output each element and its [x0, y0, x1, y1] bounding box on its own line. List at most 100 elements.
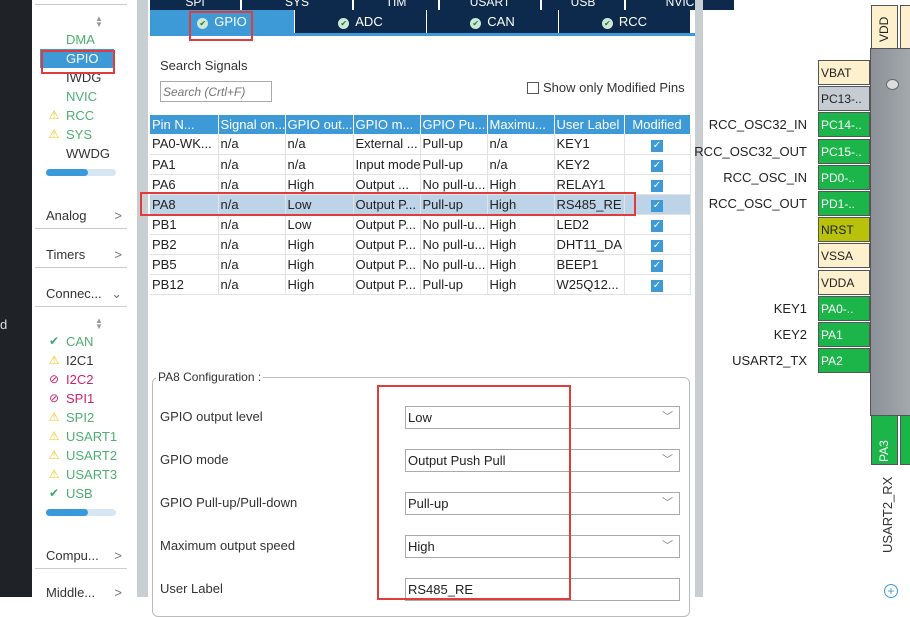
- sidebar-item-sys[interactable]: ⚠ SYS: [49, 125, 92, 144]
- sidebar-item-i2c2[interactable]: ⊘ I2C2: [49, 370, 94, 389]
- config-select[interactable]: High ﹀: [405, 535, 680, 558]
- sort-arrows-icon[interactable]: ▲ ▼: [95, 316, 103, 331]
- table-row[interactable]: PA1 n/a n/a Input mode Pull-up n/a KEY2 ✓: [150, 154, 691, 175]
- checkbox-checked-icon[interactable]: ✓: [651, 139, 663, 152]
- tab-usb[interactable]: USB: [542, 0, 626, 10]
- zoom-in-icon[interactable]: +: [884, 584, 898, 598]
- sidebar-item-spi1[interactable]: ⊘ SPI1: [49, 389, 94, 408]
- column-header[interactable]: Modified: [624, 115, 691, 134]
- pin-pa1[interactable]: PA1: [818, 322, 870, 347]
- sidebar-item-gpio[interactable]: GPIO: [40, 49, 114, 68]
- sidebar-item-wwdg[interactable]: WWDG: [66, 144, 110, 163]
- tab-spi[interactable]: SPI: [150, 0, 242, 10]
- category-computing[interactable]: Compu... >: [46, 548, 130, 568]
- pin-vdda[interactable]: VDDA: [818, 269, 870, 295]
- tab-can[interactable]: ✔ CAN: [427, 10, 559, 33]
- mcu-chip[interactable]: [870, 48, 910, 416]
- pin-bottom-2[interactable]: [900, 415, 910, 465]
- column-header[interactable]: GPIO m...: [353, 115, 421, 134]
- pin-pa0[interactable]: PA0-..: [818, 295, 870, 321]
- show-modified-checkbox[interactable]: [527, 82, 539, 94]
- tab-sys[interactable]: SYS: [242, 0, 354, 10]
- column-header[interactable]: Maximu...: [487, 115, 555, 134]
- modified-checkbox[interactable]: ✓: [624, 154, 691, 175]
- table-row[interactable]: PB1 n/a Low Output P... No pull-u... High LED2…: [150, 214, 691, 235]
- splitter[interactable]: [137, 0, 148, 597]
- category-connectivity[interactable]: Connec... ⌄: [46, 286, 130, 306]
- sidebar-item-iwdg[interactable]: IWDG: [66, 68, 101, 87]
- checkbox-checked-icon[interactable]: ✓: [651, 200, 663, 212]
- pin-vssa[interactable]: VSSA: [818, 243, 870, 269]
- column-header[interactable]: User Label: [554, 115, 625, 134]
- checkbox-checked-icon[interactable]: ✓: [651, 220, 663, 232]
- search-input[interactable]: [160, 81, 272, 102]
- pin-vdd[interactable]: VDD: [871, 5, 898, 49]
- sidebar-item-usb[interactable]: ✔ USB: [49, 484, 93, 503]
- column-header[interactable]: Signal on...: [218, 115, 286, 134]
- horizontal-scrollbar[interactable]: [46, 509, 116, 516]
- table-row[interactable]: PB12 n/a High Output P... Pull-up High W25Q12.…: [150, 274, 691, 295]
- user-label-input[interactable]: RS485_RE: [405, 578, 680, 601]
- divider: [35, 306, 127, 307]
- config-select[interactable]: Low ﹀: [405, 406, 680, 429]
- tab-tim[interactable]: TIM: [354, 0, 440, 10]
- tab-adc[interactable]: ✔ ADC: [295, 10, 427, 33]
- tab-gpio[interactable]: ✔ GPIO: [150, 10, 295, 33]
- table-row[interactable]: PB2 n/a High Output P... No pull-u... High DHT…: [150, 234, 691, 255]
- checkbox-checked-icon[interactable]: ✓: [651, 160, 663, 172]
- pin-nrst[interactable]: NRST: [818, 217, 870, 243]
- checkbox-checked-icon[interactable]: ✓: [651, 180, 663, 192]
- sidebar-item-rcc[interactable]: ⚠ RCC: [49, 106, 95, 125]
- pin-pc15[interactable]: PC15-..: [818, 138, 870, 164]
- sidebar-item-spi2[interactable]: ⚠ SPI2: [49, 408, 95, 427]
- table-row[interactable]: PB5 n/a High Output P... No pull-u... High BEE…: [150, 254, 691, 275]
- select-value: High: [408, 539, 435, 554]
- sidebar-item-i2c1[interactable]: ⚠ I2C1: [49, 351, 94, 370]
- check-circle-icon: ✔: [197, 18, 209, 29]
- config-select[interactable]: Output Push Pull ﹀: [405, 449, 680, 472]
- modified-checkbox[interactable]: ✓: [624, 134, 691, 155]
- tab-rcc[interactable]: ✔ RCC: [559, 10, 691, 33]
- pin-pd0[interactable]: PD0-..: [818, 164, 870, 190]
- pin-pc14[interactable]: PC14-..: [818, 112, 870, 138]
- sidebar-item-can[interactable]: ✔ CAN: [49, 332, 93, 351]
- modified-checkbox[interactable]: ✓: [624, 194, 691, 215]
- table-row[interactable]: PA6 n/a High Output ... No pull-u... High RELA…: [150, 174, 691, 195]
- column-header[interactable]: GPIO Pu...: [420, 115, 488, 134]
- modified-checkbox[interactable]: ✓: [624, 274, 691, 295]
- sidebar-item-usart3[interactable]: ⚠ USART3: [49, 465, 117, 484]
- config-select[interactable]: Pull-up ﹀: [405, 492, 680, 515]
- checkbox-checked-icon[interactable]: ✓: [651, 240, 663, 252]
- tab-nvic[interactable]: NVIC: [626, 0, 736, 10]
- column-header[interactable]: Pin N...: [150, 115, 219, 134]
- table-row[interactable]: PA8 n/a Low Output P... Pull-up High RS485_RE ✓: [150, 194, 691, 215]
- sidebar-item-usart2[interactable]: ⚠ USART2: [49, 446, 117, 465]
- column-header[interactable]: GPIO out...: [285, 115, 354, 134]
- pin-vbat[interactable]: VBAT: [818, 60, 870, 85]
- tab-usart[interactable]: USART: [440, 0, 542, 10]
- pin-label: VDD: [877, 16, 891, 42]
- warning-icon: ⚠: [48, 127, 60, 141]
- splitter[interactable]: [695, 0, 703, 597]
- modified-checkbox[interactable]: ✓: [624, 174, 691, 195]
- category-timers[interactable]: Timers >: [46, 247, 130, 267]
- pin-pa2[interactable]: PA2: [818, 348, 870, 374]
- checkbox-checked-icon[interactable]: ✓: [651, 280, 663, 292]
- modified-checkbox[interactable]: ✓: [624, 214, 691, 235]
- pin-pd1[interactable]: PD1-..: [818, 191, 870, 216]
- sort-arrows-icon[interactable]: ▲ ▼: [95, 14, 103, 29]
- horizontal-scrollbar[interactable]: [46, 169, 116, 176]
- category-analog[interactable]: Analog >: [46, 208, 130, 228]
- modified-checkbox[interactable]: ✓: [624, 234, 691, 255]
- modified-checkbox[interactable]: ✓: [624, 254, 691, 275]
- checkbox-checked-icon[interactable]: ✓: [651, 260, 663, 272]
- pin-top-2[interactable]: [900, 5, 910, 49]
- pin-pa3[interactable]: PA3: [871, 415, 898, 465]
- table-cell: n/a: [218, 234, 286, 255]
- pin-pc13[interactable]: PC13-..: [818, 86, 870, 112]
- category-middleware[interactable]: Middle... >: [46, 585, 130, 605]
- sidebar-item-nvic[interactable]: NVIC: [66, 87, 97, 106]
- sidebar-item-usart1[interactable]: ⚠ USART1: [49, 427, 117, 446]
- sidebar-item-dma[interactable]: DMA: [66, 30, 95, 49]
- table-row[interactable]: PA0-WK... n/a n/a External ... Pull-up n/a KEY…: [150, 134, 691, 155]
